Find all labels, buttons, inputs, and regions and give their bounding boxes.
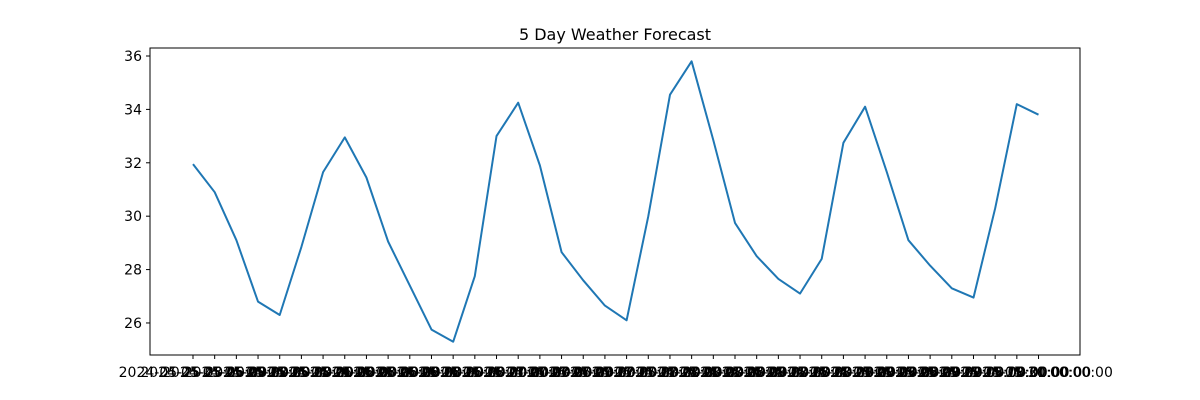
x-tick-label: 2024-05-30 00:00:00 [964, 365, 1113, 381]
y-tick-label: 28 [124, 263, 142, 279]
y-tick-label: 30 [124, 209, 142, 225]
x-tick-label: 2024-05-26 18:00:00 [400, 365, 549, 381]
x-tick-label: 2024-05-26 21:00:00 [422, 365, 571, 381]
chart-title: 5 Day Weather Forecast [519, 25, 711, 44]
x-tick-label: 2024-05-29 03:00:00 [812, 365, 961, 381]
x-tick-label: 2024-05-28 15:00:00 [726, 365, 875, 381]
x-tick-label: 2024-05-25 15:00:00 [205, 365, 354, 381]
plot-frame [149, 47, 1081, 356]
x-tick-label: 2024-05-27 06:00:00 [487, 365, 636, 381]
x-tick-label: 2024-05-26 15:00:00 [379, 365, 528, 381]
series-line-0 [192, 60, 1039, 343]
y-tick-label: 26 [124, 316, 142, 332]
y-tick-label: 34 [124, 102, 142, 118]
x-tick-label: 2024-05-29 00:00:00 [791, 365, 940, 381]
x-tick-label: 2024-05-28 06:00:00 [661, 365, 810, 381]
x-tick-label: 2024-05-26 00:00:00 [270, 365, 419, 381]
x-tick-label: 2024-05-28 21:00:00 [769, 365, 918, 381]
x-tick-label: 2024-05-26 03:00:00 [292, 365, 441, 381]
x-tick-label: 2024-05-28 09:00:00 [682, 365, 831, 381]
x-tick-label: 2024-05-25 09:00:00 [162, 365, 311, 381]
series-group [192, 60, 1039, 343]
y-tick-label: 36 [124, 49, 142, 65]
x-tick-label: 2024-05-25 12:00:00 [184, 365, 333, 381]
x-tick-label: 2024-05-29 21:00:00 [942, 365, 1091, 381]
x-tick-label: 2024-05-28 00:00:00 [617, 365, 766, 381]
x-tick-label: 2024-05-27 21:00:00 [596, 365, 745, 381]
x-tick-label: 2024-05-27 03:00:00 [466, 365, 615, 381]
x-tick-label: 2024-05-26 06:00:00 [314, 365, 463, 381]
x-tick-label: 2024-05-27 15:00:00 [552, 365, 701, 381]
x-tick-label: 2024-05-28 03:00:00 [639, 365, 788, 381]
x-tick-label: 2024-05-29 18:00:00 [921, 365, 1070, 381]
x-tick-label: 2024-05-27 12:00:00 [531, 365, 680, 381]
y-tick-label: 32 [124, 156, 142, 172]
x-tick-label: 2024-05-26 09:00:00 [335, 365, 484, 381]
x-tick-label: 2024-05-27 09:00:00 [509, 365, 658, 381]
x-tick-label: 2024-05-25 21:00:00 [249, 365, 398, 381]
x-tick-label: 2024-05-25 06:00:00 [140, 365, 289, 381]
x-tick-label: 2024-05-29 12:00:00 [877, 365, 1026, 381]
x-tick-label: 2024-05-29 09:00:00 [856, 365, 1005, 381]
x-tick-label: 2024-05-26 12:00:00 [357, 365, 506, 381]
x-tick-label: 2024-05-29 06:00:00 [834, 365, 983, 381]
x-tick-label: 2024-05-25 03:00:00 [119, 365, 268, 381]
y-axis: 26 28 30 32 34 36 [124, 49, 150, 332]
x-tick-label: 2024-05-27 18:00:00 [574, 365, 723, 381]
x-tick-label: 2024-05-29 15:00:00 [899, 365, 1048, 381]
x-tick-label: 2024-05-25 18:00:00 [227, 365, 376, 381]
x-tick-label: 2024-05-28 12:00:00 [704, 365, 853, 381]
x-tick-label: 2024-05-27 00:00:00 [444, 365, 593, 381]
x-tick-label: 2024-05-28 18:00:00 [747, 365, 896, 381]
